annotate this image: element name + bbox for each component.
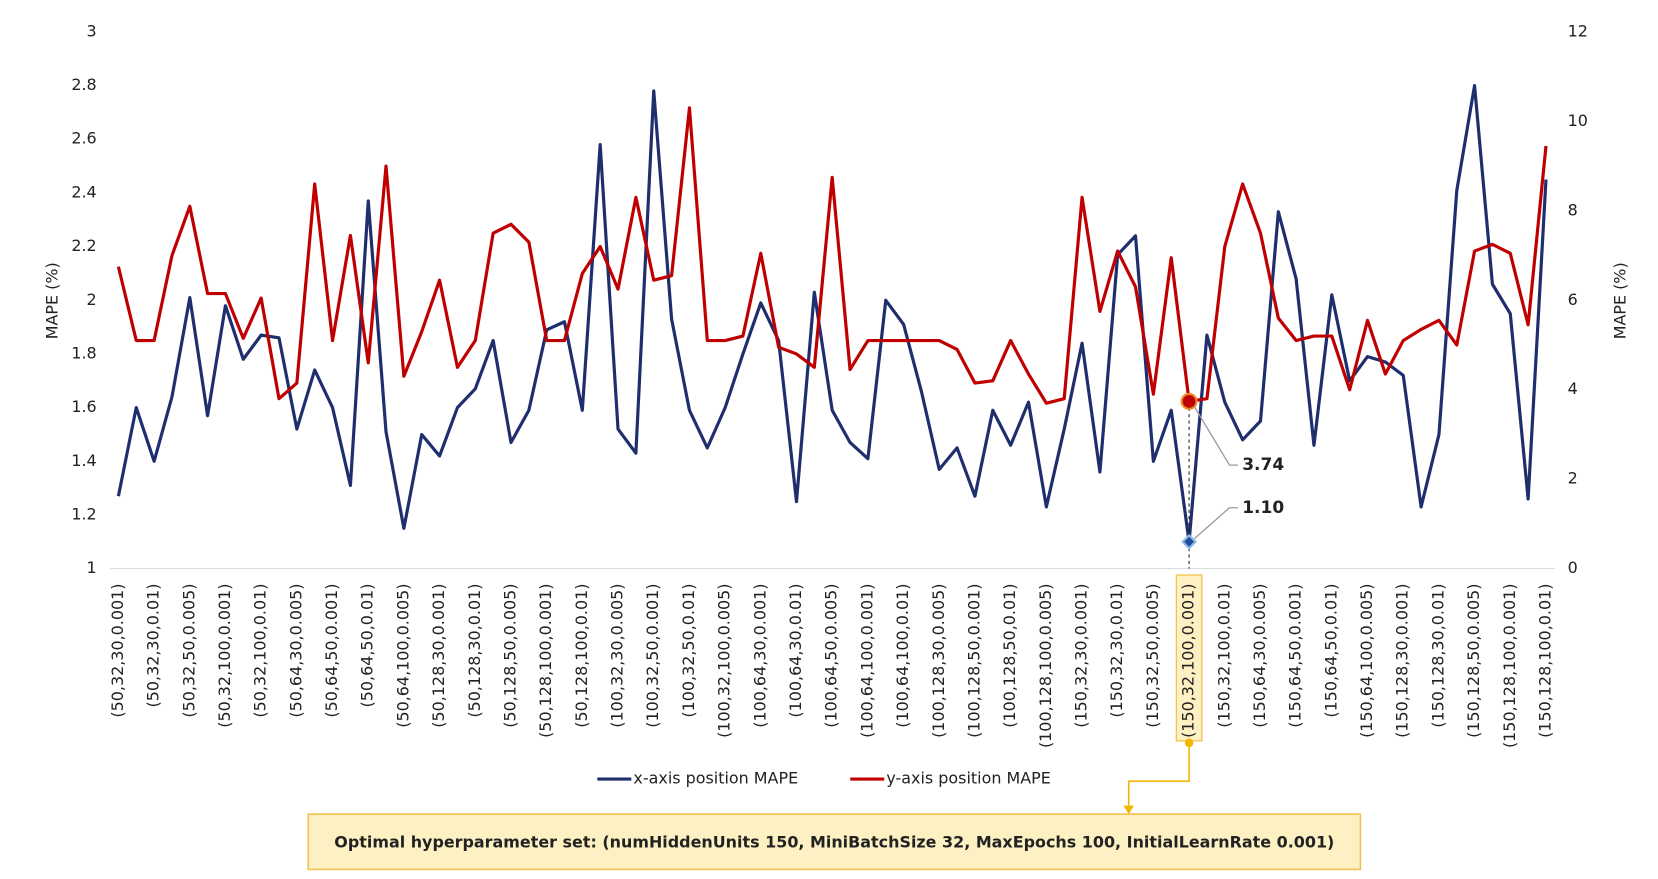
y-tick-label: 1.2 [71, 504, 96, 523]
x-tick-label: (100,32,50,0.01) [679, 584, 698, 718]
y-tick-label: 2.8 [71, 75, 96, 94]
x-tick-label: (50,32,30,0.01) [144, 584, 163, 708]
connector-dot [1184, 738, 1194, 748]
x-tick-label: (100,32,30,0.005) [608, 584, 627, 728]
y2-tick-label: 12 [1568, 21, 1588, 40]
connector-arrow [1123, 805, 1135, 815]
y2-tick-label: 0 [1568, 558, 1578, 577]
x-tick-label: (100,128,30,0.005) [929, 584, 948, 738]
x-tick-label: (150,128,30,0.01) [1428, 584, 1447, 728]
leader-line [1193, 507, 1238, 540]
x-tick-label: (100,64,30,0.001) [750, 584, 769, 728]
x-tick-label: (50,128,50,0.005) [500, 584, 519, 728]
y2-tick-label: 8 [1568, 200, 1578, 219]
y-tick-label: 2 [87, 290, 97, 309]
x-tick-label: (150,32,100,0.01) [1214, 584, 1233, 728]
x-tick-label: (100,64,100,0.01) [893, 584, 912, 728]
legend-label: y-axis position MAPE [886, 769, 1050, 788]
x-tick-label: (100,128,50,0.01) [1000, 584, 1019, 728]
y-tick-label: 2.4 [71, 182, 96, 201]
x-tick-label: (50,64,30,0.005) [286, 584, 305, 718]
x-tick-label: (100,128,100,0.005) [1036, 584, 1055, 749]
x-tick-label: (150,32,50,0.005) [1143, 584, 1162, 728]
y2-tick-label: 10 [1568, 111, 1588, 130]
x-tick-label: (100,64,100,0.001) [857, 584, 876, 738]
x-tick-label: (100,32,100,0.005) [715, 584, 734, 738]
data-label: 3.74 [1242, 455, 1284, 475]
x-tick-label: (50,64,50,0.001) [322, 584, 341, 718]
x-tick-label: (150,32,30,0.001) [1072, 584, 1091, 728]
x-tick-label: (100,32,50,0.001) [643, 584, 662, 728]
x-tick-label: (150,64,50,0.01) [1321, 584, 1340, 718]
x-tick-label: (50,128,30,0.001) [429, 584, 448, 728]
connector [1127, 740, 1190, 808]
y-axis-label: MAPE (%) [43, 262, 62, 339]
y-tick-label: 1.6 [71, 397, 96, 416]
y-tick-label: 2.6 [71, 129, 96, 148]
x-tick-label: (150,128,50,0.005) [1464, 584, 1483, 738]
legend-label: x-axis position MAPE [633, 769, 798, 788]
y-tick-label: 1.4 [71, 451, 96, 470]
x-tick-label: (150,64,50,0.001) [1286, 584, 1305, 728]
y-tick-label: 2.2 [71, 236, 96, 255]
x-tick-label: (50,128,30,0.01) [465, 584, 484, 718]
y2-tick-label: 4 [1568, 379, 1578, 398]
y2-tick-label: 6 [1568, 290, 1578, 309]
x-tick-label: (150,32,30,0.01) [1107, 584, 1126, 718]
y-tick-label: 1.8 [71, 343, 96, 362]
x-tick-label: (50,32,50,0.005) [179, 584, 198, 718]
highlight-marker [1180, 392, 1198, 410]
data-label: 1.10 [1242, 498, 1284, 518]
x-tick-label: (150,32,100,0.001) [1179, 584, 1198, 738]
x-tick-label: (150,64,100,0.005) [1357, 584, 1376, 738]
note: Optimal hyperparameter set: (numHiddenUn… [334, 832, 1334, 851]
x-tick-label: (100,128,50,0.001) [964, 584, 983, 738]
series-line [116, 106, 1548, 405]
x-tick-label: (50,32,30,0.001) [108, 584, 127, 718]
x-tick-label: (50,128,100,0.001) [536, 584, 555, 738]
series-line [116, 83, 1548, 544]
x-tick-label: (50,32,100,0.01) [251, 584, 270, 718]
y2-tick-label: 2 [1568, 469, 1578, 488]
leader-line [1193, 406, 1238, 466]
y-tick-label: 1 [87, 558, 97, 577]
x-tick-label: (100,64,30,0.01) [786, 584, 805, 718]
highlight-marker [1181, 533, 1197, 550]
x-tick-label: (50,64,50,0.01) [358, 584, 377, 708]
x-tick-label: (150,128,100,0.01) [1535, 584, 1554, 738]
highlight-box [1175, 574, 1203, 742]
x-tick-label: (150,128,30,0.001) [1393, 584, 1412, 738]
y2-axis-label: MAPE (%) [1610, 262, 1629, 339]
x-tick-label: (150,128,100,0.001) [1500, 584, 1519, 749]
x-tick-label: (50,32,100,0.001) [215, 584, 234, 728]
note-box [307, 813, 1362, 871]
x-tick-label: (150,64,30,0.005) [1250, 584, 1269, 728]
x-tick-label: (50,64,100,0.005) [393, 584, 412, 728]
y-tick-label: 3 [87, 21, 97, 40]
x-tick-label: (50,128,100,0.01) [572, 584, 591, 728]
x-tick-label: (100,64,50,0.005) [822, 584, 841, 728]
